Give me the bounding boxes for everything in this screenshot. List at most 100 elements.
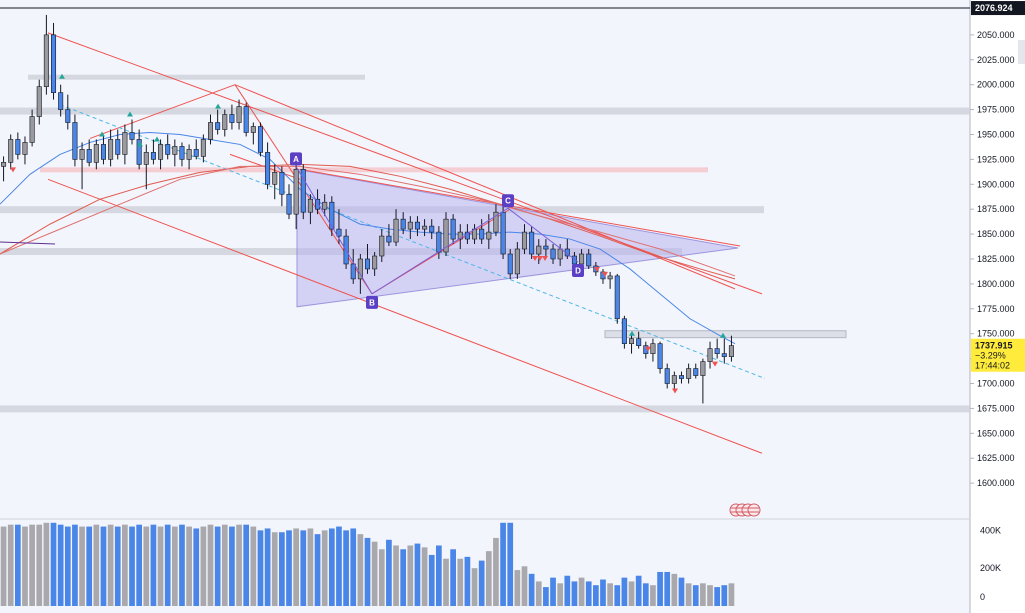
candle-body[interactable] xyxy=(571,255,577,265)
volume-bar[interactable] xyxy=(457,558,464,606)
trend-line[interactable] xyxy=(47,32,763,295)
candle-body[interactable] xyxy=(436,231,442,253)
volume-bar[interactable] xyxy=(507,522,514,606)
volume-bar[interactable] xyxy=(114,526,121,606)
volume-bar[interactable] xyxy=(243,524,250,606)
economic-events-icons[interactable] xyxy=(729,503,761,517)
candle-body[interactable] xyxy=(79,149,85,160)
volume-bar[interactable] xyxy=(650,585,656,606)
volume-bar[interactable] xyxy=(129,526,135,606)
volume-bar[interactable] xyxy=(328,528,335,606)
volume-bar[interactable] xyxy=(635,575,642,606)
volume-bar[interactable] xyxy=(393,545,399,606)
scroll-handle[interactable] xyxy=(1018,40,1025,64)
volume-bar[interactable] xyxy=(22,526,28,606)
volume-bar[interactable] xyxy=(193,528,200,606)
volume-bar[interactable] xyxy=(314,534,321,606)
candle-body[interactable] xyxy=(514,248,520,275)
volume-bar[interactable] xyxy=(421,547,428,606)
candle-body[interactable] xyxy=(557,248,563,260)
volume-bar[interactable] xyxy=(657,571,663,606)
candle-body[interactable] xyxy=(386,235,392,243)
volume-bar[interactable] xyxy=(514,570,521,606)
volume-bar[interactable] xyxy=(450,549,456,606)
candle-body[interactable] xyxy=(372,255,378,270)
candle-body[interactable] xyxy=(272,172,278,185)
volume-bar[interactable] xyxy=(628,581,635,606)
candle-body[interactable] xyxy=(322,201,328,210)
candle-body[interactable] xyxy=(607,275,613,280)
volume-bar[interactable] xyxy=(600,579,606,606)
candle-body[interactable] xyxy=(279,172,285,195)
candle-body[interactable] xyxy=(700,361,706,376)
volume-bar[interactable] xyxy=(700,583,706,606)
volume-bar[interactable] xyxy=(436,545,442,606)
candle-body[interactable] xyxy=(493,211,499,233)
candle-body[interactable] xyxy=(457,231,463,240)
volume-bar[interactable] xyxy=(592,585,599,606)
candle-body[interactable] xyxy=(664,368,670,384)
volume-bar[interactable] xyxy=(171,526,178,606)
volume-bar[interactable] xyxy=(136,524,143,606)
candle-body[interactable] xyxy=(236,106,242,123)
candle-body[interactable] xyxy=(15,139,21,155)
pattern-point-badge[interactable] xyxy=(290,152,302,166)
volume-bar[interactable] xyxy=(321,530,328,606)
candle-body[interactable] xyxy=(579,253,585,265)
moving-average-line[interactable] xyxy=(0,165,736,277)
candle-body[interactable] xyxy=(429,225,435,233)
candle-body[interactable] xyxy=(693,368,699,376)
trend-line[interactable] xyxy=(89,84,236,139)
candle-body[interactable] xyxy=(43,34,49,87)
volume-bar[interactable] xyxy=(143,526,150,606)
support-resistance-zone[interactable] xyxy=(0,405,970,413)
volume-bar[interactable] xyxy=(107,524,114,606)
trend-line[interactable] xyxy=(47,178,763,454)
volume-bar[interactable] xyxy=(521,566,528,606)
volume-bar[interactable] xyxy=(236,524,242,606)
candle-body[interactable] xyxy=(364,258,371,270)
volume-bar[interactable] xyxy=(122,524,128,606)
candle-body[interactable] xyxy=(143,152,149,165)
candle-body[interactable] xyxy=(379,235,385,257)
volume-bar[interactable] xyxy=(271,532,278,606)
candle-body[interactable] xyxy=(657,343,663,369)
candle-body[interactable] xyxy=(65,109,71,123)
moving-average-line[interactable] xyxy=(0,241,56,245)
candle-body[interactable] xyxy=(207,122,214,140)
support-resistance-zone[interactable] xyxy=(28,74,365,80)
candle-body[interactable] xyxy=(407,221,413,230)
candle-body[interactable] xyxy=(529,231,535,255)
candle-body[interactable] xyxy=(179,146,185,160)
volume-bar[interactable] xyxy=(564,575,571,606)
pattern-point-badge[interactable] xyxy=(502,194,514,208)
candle-body[interactable] xyxy=(336,228,342,237)
volume-bar[interactable] xyxy=(293,528,299,606)
candle-body[interactable] xyxy=(707,348,713,362)
candle-body[interactable] xyxy=(8,139,14,163)
volume-bar[interactable] xyxy=(478,560,485,606)
volume-bar[interactable] xyxy=(257,530,264,606)
volume-bar[interactable] xyxy=(357,534,364,606)
candle-body[interactable] xyxy=(257,126,263,153)
candle-body[interactable] xyxy=(636,338,642,346)
candle-body[interactable] xyxy=(129,132,135,140)
volume-bar[interactable] xyxy=(543,587,549,606)
volume-bar[interactable] xyxy=(621,577,628,606)
candle-body[interactable] xyxy=(222,114,228,130)
candle-body[interactable] xyxy=(450,218,456,240)
candle-body[interactable] xyxy=(229,114,235,123)
volume-bar[interactable] xyxy=(336,526,342,606)
candle-body[interactable] xyxy=(165,144,171,155)
high-price-badge[interactable] xyxy=(971,1,1025,16)
volume-bar[interactable] xyxy=(264,528,271,606)
volume-bar[interactable] xyxy=(36,524,43,606)
volume-bar[interactable] xyxy=(250,526,257,606)
volume-bar[interactable] xyxy=(371,541,378,606)
volume-bar[interactable] xyxy=(64,526,71,606)
volume-bar[interactable] xyxy=(585,581,592,606)
pattern-point-badge[interactable] xyxy=(572,263,584,277)
candle-body[interactable] xyxy=(507,253,513,275)
candle-body[interactable] xyxy=(671,375,677,384)
